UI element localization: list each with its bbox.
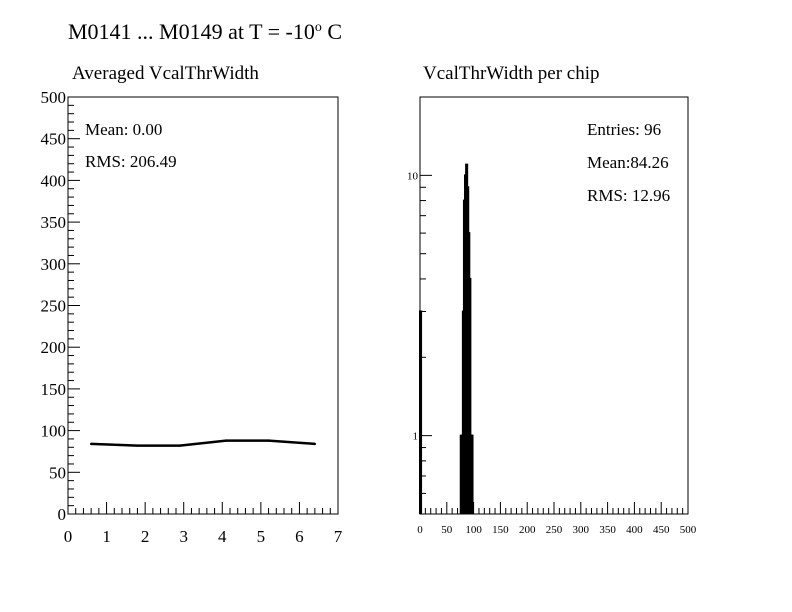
- y-tick-label: 250: [41, 297, 67, 316]
- y-tick-label: 300: [41, 255, 67, 274]
- y-tick-label: 50: [49, 463, 66, 482]
- x-tick-label: 100: [465, 524, 482, 536]
- y-tick-label: 350: [41, 213, 67, 232]
- chart-left-stat-rms: RMS: 206.49: [85, 152, 177, 171]
- histogram-bin: [419, 310, 423, 514]
- y-tick-label: 10: [407, 170, 419, 182]
- x-tick-label: 250: [546, 524, 563, 536]
- y-tick-label: 200: [41, 338, 67, 357]
- x-tick-label: 300: [573, 524, 590, 536]
- chart-right-title: VcalThrWidth per chip: [423, 63, 600, 84]
- data-point: [89, 442, 93, 446]
- chart-left-series-line: [91, 439, 315, 447]
- x-tick-label: 350: [599, 524, 616, 536]
- chart-left-points: [89, 439, 317, 447]
- chart-left-stat-mean: Mean: 0.00: [85, 120, 162, 139]
- y-tick-label: 1: [413, 431, 419, 443]
- page-title-unit: C: [322, 19, 342, 44]
- x-tick-label: 150: [492, 524, 509, 536]
- x-tick-label: 400: [626, 524, 643, 536]
- page-title-main: M0141 ... M0149 at T = -10: [68, 19, 315, 44]
- chart-averaged-width: Averaged VcalThrWidth 050100150200250300…: [41, 63, 343, 546]
- chart-right-histogram: [419, 163, 474, 514]
- chart-right-stat-mean: Mean:84.26: [587, 153, 669, 172]
- page-title: M0141 ... M0149 at T = -10o C: [68, 19, 342, 44]
- chart-right-stat-entries: Entries: 96: [587, 120, 661, 139]
- chart-left-axes: 0 50 100 150 200 250 300 350 400 450 500 0 1 2 3 4 5 6 7: [41, 88, 343, 546]
- y-tick-label: 450: [41, 130, 67, 149]
- x-tick-label: 2: [141, 527, 150, 546]
- x-tick-label: 1: [102, 527, 111, 546]
- x-tick-label: 0: [64, 527, 73, 546]
- x-tick-label: 500: [680, 524, 697, 536]
- data-point: [178, 444, 182, 447]
- y-tick-label: 150: [41, 380, 67, 399]
- x-tick-label: 5: [257, 527, 266, 546]
- y-tick-label: 500: [41, 88, 67, 107]
- data-point: [313, 442, 317, 446]
- y-tick-label: 100: [41, 422, 67, 441]
- x-tick-label: 450: [653, 524, 670, 536]
- chart-right-stat-rms: RMS: 12.96: [587, 186, 670, 205]
- y-tick-label: 0: [58, 505, 67, 524]
- x-tick-label: 3: [179, 527, 188, 546]
- histogram-bin: [468, 277, 472, 514]
- data-point: [224, 439, 228, 442]
- page-title-degree: o: [315, 20, 322, 35]
- chart-left-title: Averaged VcalThrWidth: [72, 63, 259, 84]
- x-tick-label: 7: [334, 527, 343, 546]
- x-tick-label: 0: [417, 524, 423, 536]
- x-tick-label: 6: [295, 527, 304, 546]
- histogram-bin: [470, 434, 474, 514]
- x-tick-label: 200: [519, 524, 536, 536]
- data-point: [267, 439, 270, 442]
- x-tick-label: 4: [218, 527, 227, 546]
- data-point: [136, 444, 139, 447]
- x-tick-label: 50: [441, 524, 453, 536]
- y-tick-label: 400: [41, 171, 67, 190]
